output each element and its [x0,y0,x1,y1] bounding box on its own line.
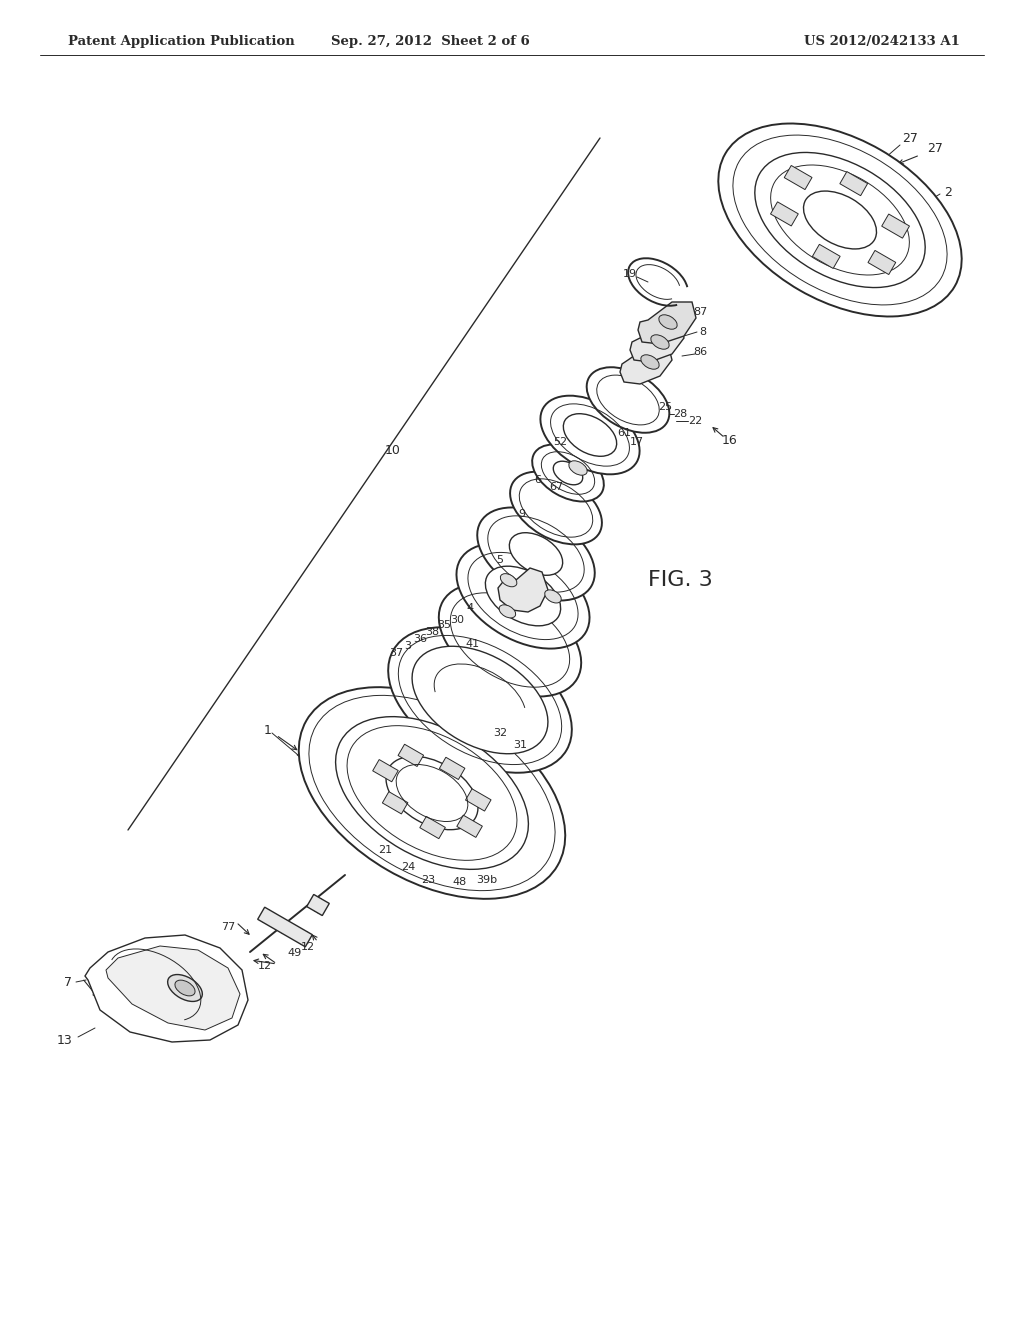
Ellipse shape [477,507,595,601]
Ellipse shape [501,574,517,587]
Text: 86: 86 [693,347,707,356]
Text: 37: 37 [389,648,403,657]
Text: 17: 17 [630,437,644,447]
Polygon shape [638,302,696,345]
Text: 67: 67 [549,482,563,492]
Polygon shape [420,816,445,838]
Text: 30: 30 [450,615,464,624]
Text: 41: 41 [465,639,479,649]
Polygon shape [466,789,492,810]
Polygon shape [882,214,909,238]
Polygon shape [784,165,812,190]
Ellipse shape [485,566,561,626]
Ellipse shape [499,605,516,618]
Text: 16: 16 [722,433,738,446]
Ellipse shape [651,335,669,350]
Text: 31: 31 [513,741,527,750]
Text: 25: 25 [658,403,672,412]
Text: 2: 2 [944,186,952,198]
Text: 12: 12 [301,942,315,952]
Text: 28: 28 [673,409,687,418]
Ellipse shape [175,981,195,995]
Text: 6: 6 [535,475,542,484]
Ellipse shape [587,367,670,433]
Polygon shape [840,172,867,195]
Text: 9: 9 [518,510,525,519]
Ellipse shape [510,471,602,544]
Ellipse shape [718,124,962,317]
Text: 32: 32 [493,729,507,738]
Text: 10: 10 [385,444,401,457]
Text: 24: 24 [400,862,415,873]
Polygon shape [258,907,312,946]
Ellipse shape [299,688,565,899]
Polygon shape [457,816,482,837]
Text: US 2012/0242133 A1: US 2012/0242133 A1 [804,36,961,49]
Text: 87: 87 [693,308,708,317]
Text: 13: 13 [57,1034,73,1047]
Ellipse shape [439,583,582,697]
Text: 22: 22 [688,416,702,426]
Text: FIG. 3: FIG. 3 [647,570,713,590]
Text: 48: 48 [453,876,467,887]
Ellipse shape [457,544,590,648]
Text: 19: 19 [623,269,637,279]
Ellipse shape [336,717,528,870]
Ellipse shape [804,191,877,249]
Polygon shape [106,946,240,1030]
Text: 27: 27 [902,132,918,144]
Polygon shape [770,202,799,226]
Polygon shape [307,895,330,916]
Polygon shape [439,758,465,780]
Polygon shape [812,244,840,268]
Polygon shape [868,251,896,275]
Text: 38: 38 [425,627,439,638]
Text: 12: 12 [258,961,272,972]
Text: 27: 27 [927,141,943,154]
Polygon shape [85,935,248,1041]
Text: 21: 21 [378,845,392,855]
Ellipse shape [545,590,561,603]
Ellipse shape [509,533,562,576]
Text: Patent Application Publication: Patent Application Publication [68,36,295,49]
Polygon shape [498,568,548,612]
Text: 1: 1 [264,723,272,737]
Text: 3: 3 [404,642,412,651]
Ellipse shape [658,314,677,329]
Ellipse shape [641,355,659,370]
Ellipse shape [388,627,571,772]
Text: 39b: 39b [476,875,498,884]
Text: 8: 8 [699,327,707,337]
Text: 36: 36 [413,634,427,644]
Ellipse shape [386,756,478,830]
Ellipse shape [755,152,925,288]
Ellipse shape [412,647,548,754]
Text: 4: 4 [467,603,473,612]
Text: 7: 7 [63,975,72,989]
Polygon shape [398,744,424,767]
Ellipse shape [569,461,587,475]
Polygon shape [620,345,672,384]
Text: 49: 49 [288,948,302,958]
Text: 52: 52 [553,437,567,447]
Polygon shape [382,792,408,814]
Text: 61: 61 [617,428,631,438]
Text: 5: 5 [497,554,504,565]
Ellipse shape [532,445,604,502]
Polygon shape [373,759,398,781]
Ellipse shape [168,974,203,1002]
Ellipse shape [553,461,583,484]
Polygon shape [630,322,684,362]
Ellipse shape [563,413,616,457]
Ellipse shape [541,396,640,474]
Text: 77: 77 [221,921,236,932]
Text: 35: 35 [437,620,451,630]
Text: 23: 23 [421,875,435,884]
Text: Sep. 27, 2012  Sheet 2 of 6: Sep. 27, 2012 Sheet 2 of 6 [331,36,529,49]
